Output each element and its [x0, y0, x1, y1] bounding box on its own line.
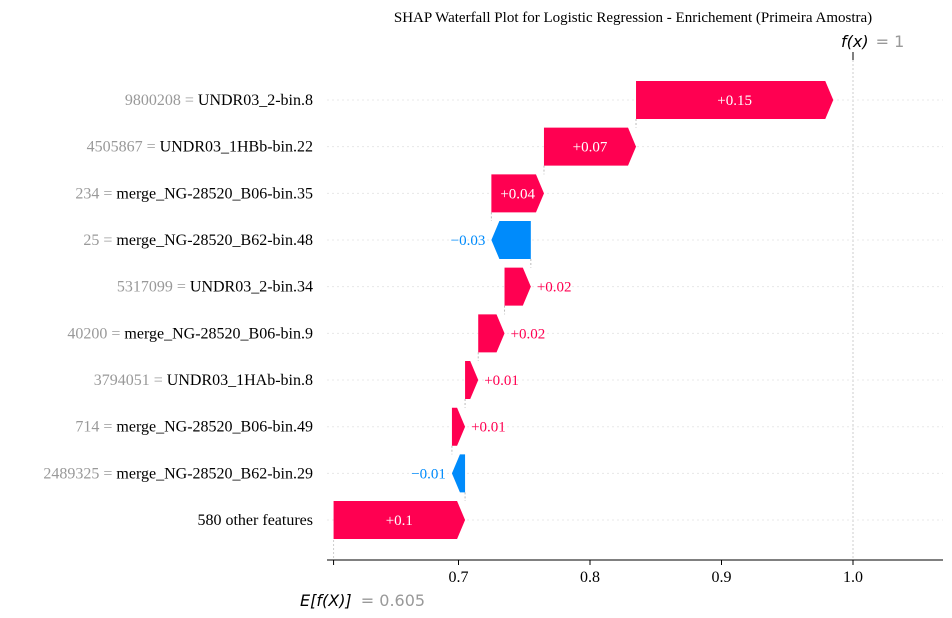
output-value-number: = 1 — [876, 32, 905, 51]
feature-label: 40200 = merge_NG-28520_B06-bin.9 — [67, 325, 313, 342]
feature-name: UNDR03_1HBb-bin.22 — [160, 139, 313, 156]
feature-label: 580 other features — [197, 512, 313, 529]
bar-value-label: +0.07 — [573, 140, 608, 156]
feature-label: 25 = merge_NG-28520_B62-bin.48 — [83, 232, 313, 249]
feature-value: 3794051 = — [94, 372, 167, 389]
waterfall-bar — [491, 174, 544, 213]
waterfall-bar — [504, 267, 531, 306]
bar-value-label: +0.02 — [511, 326, 546, 342]
feature-value: 4505867 = — [87, 139, 160, 156]
x-tick-label: 1.0 — [843, 569, 863, 586]
output-value-label: f(x) = 1 — [841, 32, 904, 51]
waterfall-bar — [451, 407, 466, 446]
feature-value: 234 = — [75, 185, 116, 202]
feature-name: UNDR03_1HAb-bin.8 — [167, 372, 313, 389]
feature-value: 714 = — [75, 419, 116, 436]
feature-label: 2489325 = merge_NG-28520_B62-bin.29 — [43, 465, 313, 482]
output-value-symbol: f(x) — [841, 32, 874, 51]
feature-name: merge_NG-28520_B06-bin.49 — [116, 419, 313, 436]
bars: +0.15 +0.07 +0.04 −0.03 +0.02 +0.02 +0.01 +0.01… — [333, 81, 834, 540]
bar-value-label: +0.02 — [537, 280, 572, 296]
feature-name: UNDR03_2-bin.8 — [198, 92, 313, 109]
bar-value-label: +0.04 — [500, 186, 535, 202]
feature-name: merge_NG-28520_B62-bin.48 — [116, 232, 313, 249]
x-tick-label: 0.7 — [449, 569, 469, 586]
feature-value: 25 = — [83, 232, 116, 249]
bar-value-label: −0.03 — [451, 233, 486, 249]
feature-label: 714 = merge_NG-28520_B06-bin.49 — [75, 419, 313, 436]
summary-labels: E[f(X)] = 0.605 f(x) = 1 — [300, 32, 904, 610]
bar-value-label: +0.01 — [471, 420, 506, 436]
feature-name: 580 other features — [197, 512, 313, 529]
feature-value: 2489325 = — [43, 465, 116, 482]
feature-value: 5317099 = — [117, 279, 190, 296]
feature-labels: 9800208 = UNDR03_2-bin.8 4505867 = UNDR03… — [43, 92, 313, 529]
expected-value-number: = 0.605 — [361, 591, 425, 610]
feature-value: 40200 = — [67, 325, 124, 342]
feature-label: 9800208 = UNDR03_2-bin.8 — [125, 92, 313, 109]
x-tick-label: 0.9 — [712, 569, 732, 586]
expected-value-symbol: E[f(X)] — [300, 591, 357, 610]
x-axis: 0.7 0.8 0.9 1.0 — [327, 559, 943, 586]
waterfall-bar — [478, 314, 505, 353]
feature-label: 5317099 = UNDR03_2-bin.34 — [117, 279, 313, 296]
gridlines — [327, 52, 943, 560]
bar-value-label: −0.01 — [411, 466, 446, 482]
feature-value: 9800208 = — [125, 92, 198, 109]
x-tick-label: 0.8 — [580, 569, 600, 586]
waterfall-bar — [451, 454, 466, 493]
waterfall-bar — [491, 221, 531, 260]
waterfall-bar — [543, 127, 637, 166]
feature-name: UNDR03_2-bin.34 — [190, 279, 313, 296]
feature-name: merge_NG-28520_B06-bin.9 — [124, 325, 313, 342]
feature-label: 3794051 = UNDR03_1HAb-bin.8 — [94, 372, 313, 389]
waterfall-bar — [333, 501, 466, 540]
waterfall-bar — [636, 81, 834, 119]
expected-value-label: E[f(X)] = 0.605 — [300, 591, 425, 610]
bar-value-label: +0.01 — [484, 373, 519, 389]
bar-value-label: +0.1 — [386, 513, 413, 529]
bar-value-label: +0.15 — [717, 93, 752, 109]
waterfall-bar — [465, 361, 479, 400]
connectors — [451, 119, 637, 502]
feature-label: 234 = merge_NG-28520_B06-bin.35 — [75, 185, 313, 202]
chart-title: SHAP Waterfall Plot for Logistic Regress… — [394, 10, 872, 26]
feature-label: 4505867 = UNDR03_1HBb-bin.22 — [87, 139, 313, 156]
feature-name: merge_NG-28520_B06-bin.35 — [116, 185, 313, 202]
feature-name: merge_NG-28520_B62-bin.29 — [116, 465, 313, 482]
